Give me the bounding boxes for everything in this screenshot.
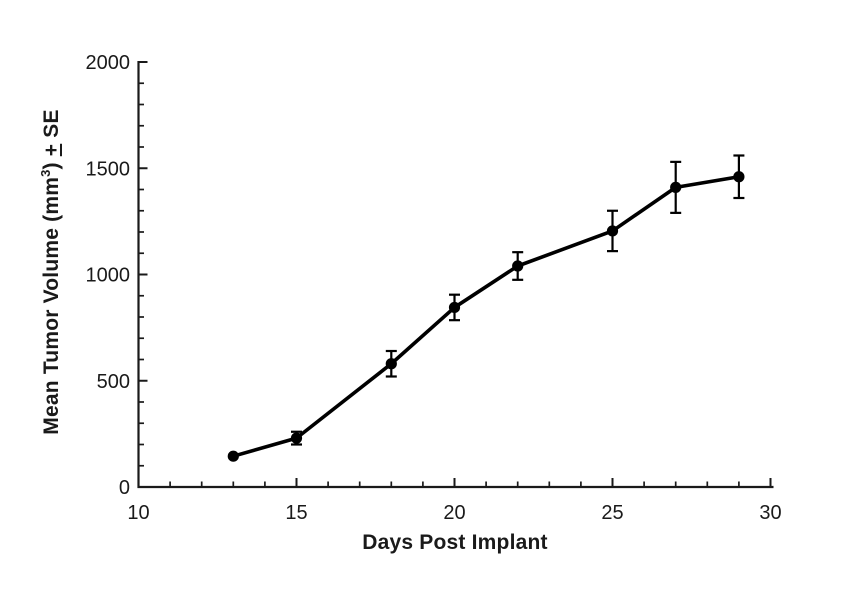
y-axis-title-suffix: SE xyxy=(40,109,63,144)
data-point-marker xyxy=(227,450,239,462)
data-point-marker xyxy=(385,358,397,370)
x-tick-label: 15 xyxy=(285,502,307,524)
x-tick-label: 25 xyxy=(601,502,623,524)
x-tick-label: 30 xyxy=(759,502,781,524)
y-axis-title-mid: ) xyxy=(40,156,63,170)
y-axis-title: Mean Tumor Volume (mm3) + SE xyxy=(38,109,64,435)
data-point-marker xyxy=(733,171,745,183)
plus-minus-symbol: + xyxy=(40,143,63,157)
data-point-marker xyxy=(290,432,303,444)
x-axis-title: Days Post Implant xyxy=(362,531,548,554)
series-line xyxy=(231,174,741,458)
y-tick-label: 1500 xyxy=(86,158,131,180)
y-tick-label: 2000 xyxy=(86,52,131,74)
x-tick-label: 20 xyxy=(443,502,465,524)
y-tick-label: 1000 xyxy=(86,265,131,287)
y-tick-label: 500 xyxy=(97,371,130,393)
data-point-marker xyxy=(670,181,682,193)
data-point-marker xyxy=(606,225,619,237)
x-tick-label: 10 xyxy=(127,502,149,524)
data-point-marker xyxy=(512,260,524,272)
y-tick-label: 0 xyxy=(119,477,130,499)
data-point-marker xyxy=(448,301,461,314)
y-axis-title-prefix: Mean Tumor Volume (mm xyxy=(40,176,63,435)
y-axis-title-superscript: 3 xyxy=(38,169,53,177)
